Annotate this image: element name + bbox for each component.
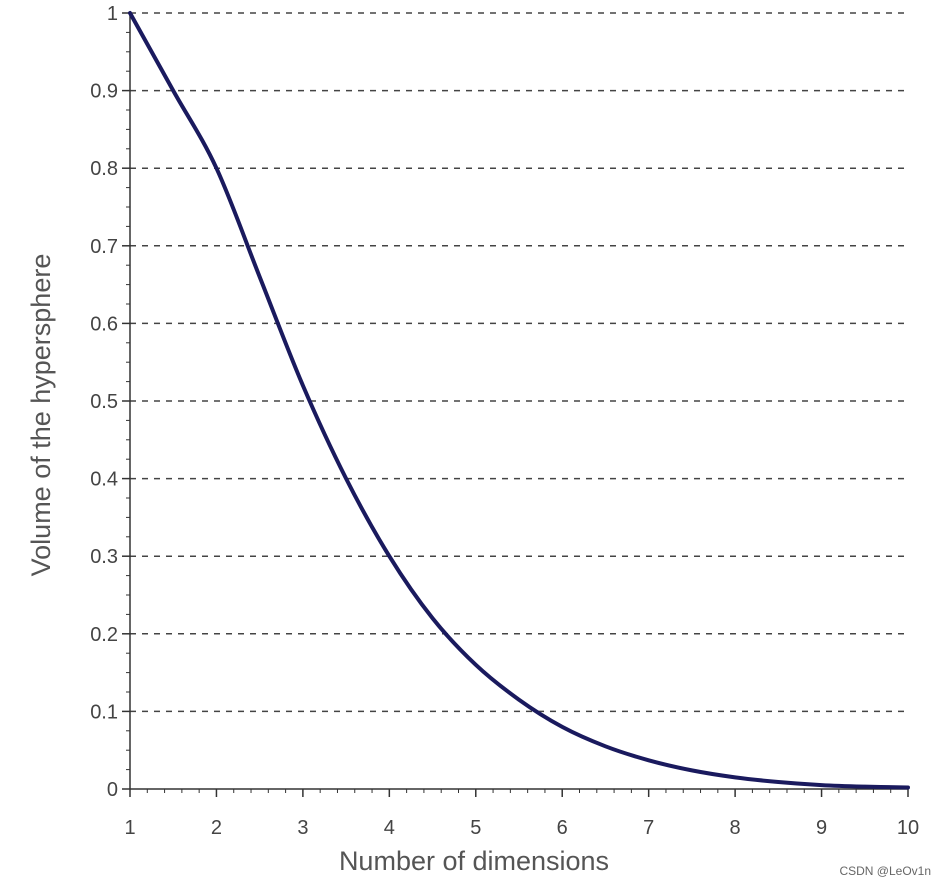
y-tick-label-8: 0.8 [90,158,118,180]
x-tick-label-1: 2 [211,817,222,839]
x-tick-label-9: 10 [897,817,919,839]
y-tick-label-6: 0.6 [90,313,118,335]
y-tick-label-10: 1 [107,3,118,25]
y-tick-label-1: 0.1 [90,701,118,723]
y-tick-label-5: 0.5 [90,391,118,413]
x-tick-label-7: 8 [730,817,741,839]
series-line-0 [128,11,910,790]
x-axis-title: Number of dimensions [339,846,609,876]
y-tick-label-3: 0.3 [90,546,118,568]
gridlines [130,12,908,713]
x-tick-label-4: 5 [470,817,481,839]
watermark: CSDN @LeOv1n [839,864,931,878]
y-tick-label-4: 0.4 [90,469,118,491]
y-tick-label-9: 0.9 [90,81,118,103]
y-tick-label-7: 0.7 [90,236,118,258]
series-group [128,11,910,790]
y-axis-title: Volume of the hypersphere [26,254,56,577]
x-tick-label-8: 9 [816,817,827,839]
x-tick-label-3: 4 [384,817,395,839]
x-tick-label-2: 3 [297,817,308,839]
x-tick-label-6: 7 [643,817,654,839]
x-tick-label-0: 1 [124,817,135,839]
x-axis-ticks: 1 2 3 4 5 6 7 8 9 10 [124,789,919,839]
y-tick-label-0: 0 [107,779,118,801]
y-axis-ticks: 0 0.1 0.2 0.3 0.4 0.5 0.6 0.7 0.8 0.9 1 [90,3,130,801]
y-tick-label-2: 0.2 [90,624,118,646]
x-tick-label-5: 6 [557,817,568,839]
